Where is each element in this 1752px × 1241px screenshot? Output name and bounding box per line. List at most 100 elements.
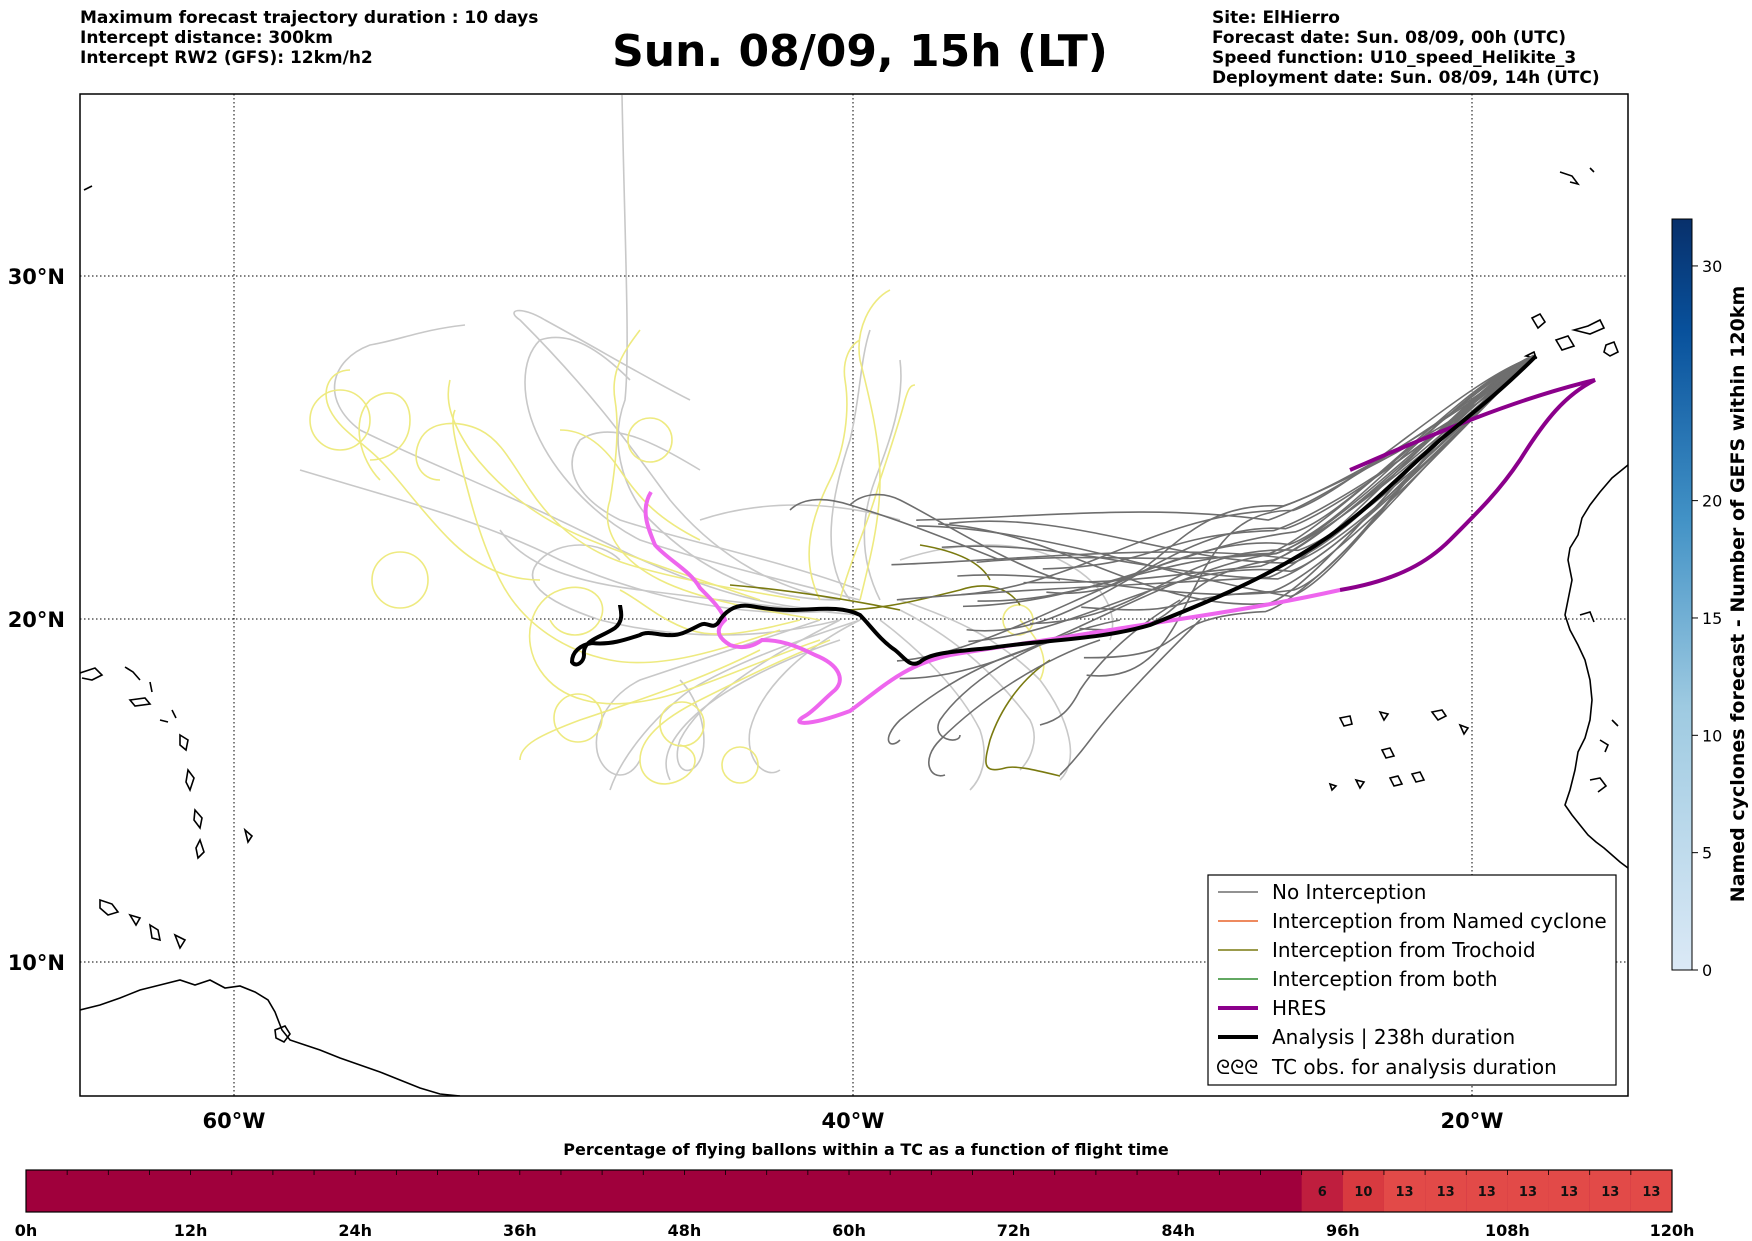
trochoid-interception-track <box>729 584 901 611</box>
timeline-cell <box>1548 1170 1590 1212</box>
timeline-cell-value: 13 <box>1560 1185 1578 1200</box>
timeline-tick-label: 36h <box>503 1221 537 1240</box>
forecast-date-text: Forecast date: Sun. 08/09, 00h (UTC) <box>1212 28 1567 48</box>
gefs-faded-track <box>863 359 902 601</box>
timeline-tick-label: 120h <box>1650 1221 1695 1240</box>
timeline-cell-value: 10 <box>1354 1185 1372 1200</box>
timeline: Percentage of flying ballons within a TC… <box>15 1140 1695 1240</box>
gefs-faded-track <box>595 619 821 776</box>
timeline-cell <box>1301 1170 1343 1212</box>
gefs-faded-track <box>617 94 841 601</box>
trochoid-faded-track <box>639 639 831 785</box>
coast-africa <box>1564 464 1628 869</box>
colorbar-tick-label: 10 <box>1702 726 1722 745</box>
legend-label-tc-obs: TC obs. for analysis duration <box>1271 1055 1557 1079</box>
gefs-faded-track <box>899 609 1035 771</box>
colorbar-tick-label: 0 <box>1702 961 1712 980</box>
coast-canary-islands <box>1523 312 1620 360</box>
timeline-cell-value: 13 <box>1519 1185 1537 1200</box>
legend-label-both: Interception from both <box>1272 967 1498 991</box>
coast-south-america <box>80 979 461 1096</box>
timeline-tick-label: 0h <box>15 1221 38 1240</box>
no-interception-track <box>1059 619 1201 776</box>
colorbar-tick-label: 20 <box>1702 492 1722 511</box>
lon-tick-label: 60°W <box>203 1109 266 1133</box>
header-right-info: Site: ElHierro Forecast date: Sun. 08/09… <box>1212 8 1600 88</box>
max-duration-text: Maximum forecast trajectory duration : 1… <box>80 8 539 28</box>
colorbar-gradient <box>1671 218 1693 971</box>
timeline-cell <box>1342 1170 1384 1212</box>
timeline-tick-label: 24h <box>338 1221 372 1240</box>
timeline-tick-label: 60h <box>832 1221 866 1240</box>
timeline-cell <box>1466 1170 1508 1212</box>
coast-trinidad <box>274 1025 291 1044</box>
coast-hispaniola-fragments <box>80 666 153 693</box>
timeline-tick-label: 48h <box>668 1221 702 1240</box>
colorbar: 0 5 10 15 20 30 Named cyclones forecast - Num… <box>1671 218 1749 980</box>
speed-function-text: Speed function: U10_speed_Helikite_3 <box>1212 48 1577 68</box>
map-frame <box>79 93 1629 1097</box>
timeline-tick-label: 84h <box>1161 1221 1195 1240</box>
coast-nw-islands <box>83 167 1595 191</box>
trochoid-loop <box>659 701 705 747</box>
trochoid-faded-track <box>415 422 801 601</box>
analysis-trajectory <box>569 354 1538 667</box>
gefs-faded-track <box>830 329 871 601</box>
legend-box <box>1207 874 1617 1086</box>
gefs-faded-track <box>513 309 841 601</box>
trochoid-faded-track <box>606 329 821 621</box>
timeline-cell-value: 13 <box>1642 1185 1660 1200</box>
coastlines <box>80 167 1628 1096</box>
timeline-cell <box>1383 1170 1426 1212</box>
longitude-tick-labels: 60°W 40°W 20°W <box>203 1109 1504 1133</box>
no-interception-track <box>928 639 1101 777</box>
timeline-title: Percentage of flying ballons within a TC… <box>563 1140 1169 1159</box>
timeline-tick-label: 108h <box>1485 1221 1530 1240</box>
header-left-info: Maximum forecast trajectory duration : 1… <box>80 8 538 68</box>
timeline-tick-label: 72h <box>997 1221 1031 1240</box>
gefs-faded-trajectories <box>299 94 1114 791</box>
timeline-cell-value: 6 <box>1318 1185 1327 1200</box>
gefs-faded-track <box>571 431 861 591</box>
timeline-cells: 6 10 13 13 13 13 13 13 13 <box>25 1170 1673 1212</box>
trochoid-faded-track <box>839 384 916 601</box>
colorbar-tick-label: 15 <box>1702 609 1722 628</box>
no-interception-track <box>789 498 1001 561</box>
no-interception-track <box>1042 355 1535 570</box>
colorbar-label: Named cyclones forecast - Number of GEFS… <box>1727 286 1749 903</box>
tc-obs-symbol-icon: ᘓᘓᘓ <box>1216 1055 1258 1079</box>
legend: No Interception Interception from Named … <box>1207 874 1617 1086</box>
coast-lesser-antilles <box>179 733 254 860</box>
no-interception-track <box>961 357 1535 596</box>
no-interception-track <box>1081 356 1535 611</box>
lat-tick-label: 10°N <box>8 951 65 975</box>
lat-tick-label: 30°N <box>8 265 65 289</box>
legend-label-named-cyclone: Interception from Named cyclone <box>1272 909 1607 933</box>
gefs-faded-track <box>299 469 841 614</box>
coast-africa-inlets <box>1579 611 1619 793</box>
timeline-cell-value: 13 <box>1601 1185 1619 1200</box>
no-interception-track <box>1023 354 1535 584</box>
legend-label-no-interception: No Interception <box>1272 880 1426 904</box>
timeline-cell <box>1630 1170 1672 1212</box>
trochoid-loop <box>721 746 759 784</box>
legend-label-hres: HRES <box>1272 996 1326 1020</box>
lon-tick-label: 40°W <box>822 1109 885 1133</box>
trochoid-loop <box>309 389 371 451</box>
trochoid-faded-track <box>452 409 781 664</box>
gefs-faded-track <box>899 544 1114 641</box>
timeline-frame <box>25 1169 1673 1213</box>
trochoid-interception-track <box>985 659 1061 777</box>
timeline-cell <box>1507 1170 1549 1212</box>
gefs-faded-track <box>879 619 985 791</box>
intercept-rw2-text: Intercept RW2 (GFS): 12km/h2 <box>80 48 373 68</box>
trochoid-faded-track <box>808 339 861 601</box>
timeline-tick-label: 96h <box>1326 1221 1360 1240</box>
legend-label-trochoid: Interception from Trochoid <box>1272 938 1536 962</box>
legend-label-analysis: Analysis | 238h duration <box>1272 1025 1515 1049</box>
trochoid-faded-track <box>559 429 701 541</box>
lon-tick-label: 20°W <box>1441 1109 1504 1133</box>
timeline-cell <box>1425 1170 1467 1212</box>
gefs-faded-track <box>524 336 861 601</box>
